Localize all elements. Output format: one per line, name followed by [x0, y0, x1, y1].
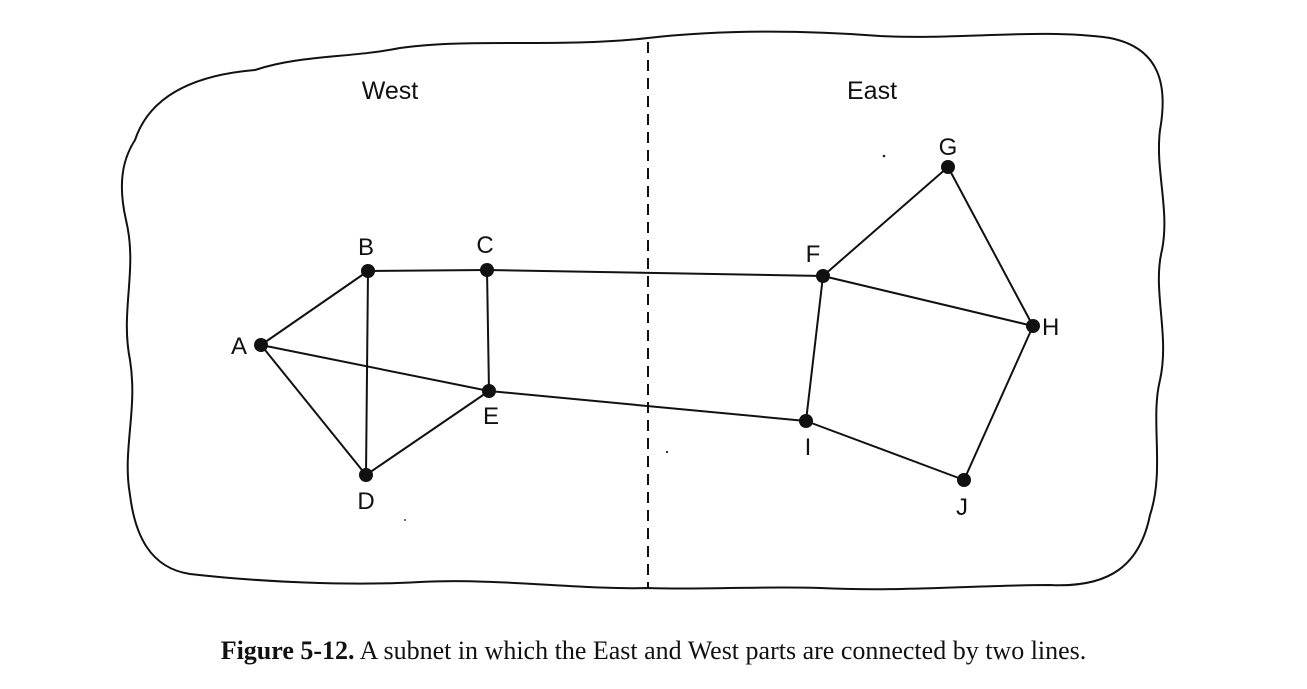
- node-label-e: E: [483, 403, 499, 430]
- edge-a-d: [260, 344, 367, 476]
- east-region-label: East: [847, 77, 897, 105]
- node-label-g: G: [939, 134, 958, 161]
- scan-speck: [404, 519, 406, 521]
- edge-c-e: [486, 269, 490, 392]
- edge-h-j: [963, 325, 1034, 481]
- node-label-d: D: [357, 488, 374, 515]
- edge-c-f: [486, 269, 824, 277]
- node-label-i: I: [805, 434, 812, 461]
- edge-a-b: [260, 270, 369, 346]
- node-j: [957, 473, 971, 487]
- node-i: [799, 414, 813, 428]
- edge-f-h: [822, 275, 1034, 327]
- node-c: [480, 263, 494, 277]
- edge-b-d: [365, 270, 369, 476]
- figure-caption: Figure 5-12. A subnet in which the East …: [0, 636, 1307, 666]
- edge-d-e: [365, 390, 490, 476]
- node-label-b: B: [358, 234, 374, 261]
- edge-b-c: [367, 269, 488, 272]
- node-e: [482, 384, 496, 398]
- caption-text: A subnet in which the East and West part…: [359, 636, 1087, 665]
- edge-f-i: [805, 275, 824, 422]
- node-h: [1026, 319, 1040, 333]
- node-label-j: J: [956, 494, 968, 521]
- node-label-c: C: [476, 232, 493, 259]
- node-b: [361, 264, 375, 278]
- node-label-h: H: [1042, 314, 1059, 341]
- edges-layer: [260, 166, 1034, 481]
- node-a: [254, 338, 268, 352]
- scan-speck: [665, 450, 669, 454]
- figure-number: Figure 5-12.: [220, 636, 355, 665]
- edge-a-e: [260, 344, 490, 392]
- edge-e-i: [488, 390, 807, 422]
- nodes-layer: A B C D E F G H I J: [231, 134, 1059, 521]
- node-label-a: A: [231, 333, 247, 360]
- edge-i-j: [805, 420, 965, 481]
- edge-g-h: [947, 166, 1034, 327]
- node-d: [359, 468, 373, 482]
- scan-speck: [882, 154, 886, 158]
- west-region-label: West: [362, 77, 419, 105]
- node-f: [816, 269, 830, 283]
- subnet-boundary: [120, 30, 1166, 591]
- edge-f-g: [822, 166, 949, 277]
- node-g: [941, 160, 955, 174]
- node-label-f: F: [806, 241, 821, 268]
